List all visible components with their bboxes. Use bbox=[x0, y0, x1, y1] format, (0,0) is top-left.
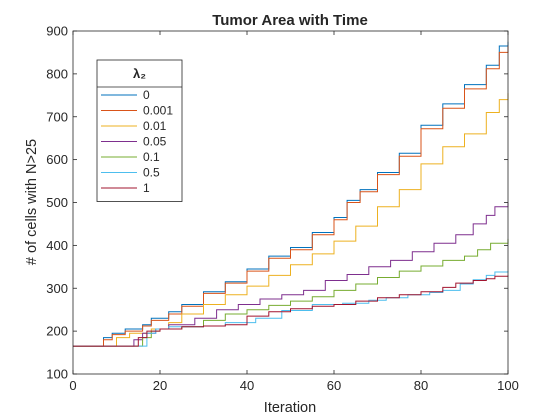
legend-title: λ₂ bbox=[133, 66, 146, 81]
y-tick-label: 100 bbox=[46, 367, 68, 382]
x-tick-label: 40 bbox=[240, 378, 254, 393]
x-axis-label: Iteration bbox=[264, 400, 316, 416]
y-tick-label: 700 bbox=[46, 109, 68, 124]
legend-label-3: 0.05 bbox=[143, 135, 167, 149]
axes-layer: 0 20 40 60 80 100 100 200 300 400 500 600 700 800 900 bbox=[46, 24, 519, 394]
y-tick-label: 400 bbox=[46, 238, 68, 253]
chart-title: Tumor Area with Time bbox=[212, 12, 368, 29]
y-tick-label: 500 bbox=[46, 195, 68, 210]
y-tick-label: 200 bbox=[46, 324, 68, 339]
x-tick-label: 20 bbox=[153, 378, 167, 393]
y-tick-label: 900 bbox=[46, 24, 68, 39]
series-line-2 bbox=[73, 93, 509, 347]
y-tick-label: 600 bbox=[46, 152, 68, 167]
legend-label-5: 0.5 bbox=[143, 166, 160, 180]
x-tick-label: 100 bbox=[497, 378, 519, 393]
series-line-1 bbox=[73, 46, 509, 347]
y-tick-label: 800 bbox=[46, 66, 68, 81]
x-tick-label: 0 bbox=[69, 378, 76, 393]
legend-label-0: 0 bbox=[143, 88, 150, 102]
series-line-6 bbox=[73, 275, 509, 347]
legend-label-4: 0.1 bbox=[143, 150, 160, 164]
y-axis-label: # of cells with N>25 bbox=[24, 139, 40, 265]
legend-box bbox=[96, 59, 183, 202]
x-tick-label: 60 bbox=[327, 378, 341, 393]
series-layer bbox=[73, 41, 509, 347]
legend-label-2: 0.01 bbox=[143, 119, 167, 133]
y-tick-label: 300 bbox=[46, 281, 68, 296]
legend-label-6: 1 bbox=[143, 181, 150, 195]
x-tick-label: 80 bbox=[414, 378, 428, 393]
legend-label-1: 0.001 bbox=[143, 104, 173, 118]
